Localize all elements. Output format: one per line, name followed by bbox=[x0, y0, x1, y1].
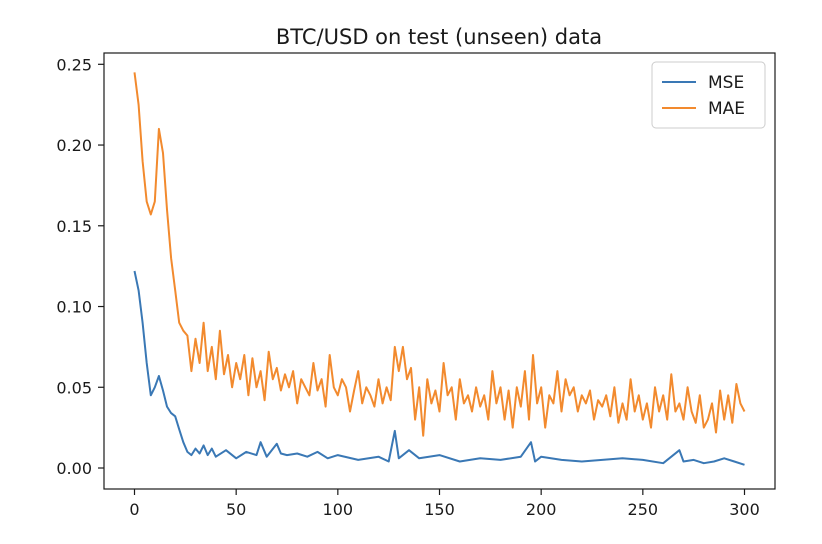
series-line-mae bbox=[133, 72, 746, 437]
y-tick-label: 0.00 bbox=[56, 459, 92, 478]
x-tick-label: 200 bbox=[526, 500, 557, 519]
x-tick-label: 150 bbox=[424, 500, 455, 519]
y-axis: 0.00 0.05 0.10 0.15 0.20 0.25 bbox=[56, 55, 104, 478]
x-tick-label: 250 bbox=[628, 500, 659, 519]
chart-title: BTC/USD on test (unseen) data bbox=[276, 25, 602, 49]
legend-label-mse: MSE bbox=[708, 73, 744, 93]
y-tick-label: 0.25 bbox=[56, 55, 92, 74]
x-tick-label: 50 bbox=[226, 500, 246, 519]
x-axis: 0 50 100 150 200 250 300 bbox=[129, 489, 760, 519]
y-tick-label: 0.10 bbox=[56, 298, 92, 317]
series-line-mse bbox=[133, 270, 745, 466]
y-tick-label: 0.05 bbox=[56, 378, 92, 397]
legend-box bbox=[651, 61, 766, 129]
legend-label-mae: MAE bbox=[708, 99, 745, 119]
plot-lines bbox=[133, 72, 746, 466]
x-tick-label: 100 bbox=[323, 500, 354, 519]
y-tick-label: 0.15 bbox=[56, 217, 92, 236]
y-tick-label: 0.20 bbox=[56, 136, 92, 155]
x-tick-label: 300 bbox=[729, 500, 760, 519]
x-tick-label: 0 bbox=[129, 500, 139, 519]
legend: MSE MAE bbox=[651, 61, 766, 129]
